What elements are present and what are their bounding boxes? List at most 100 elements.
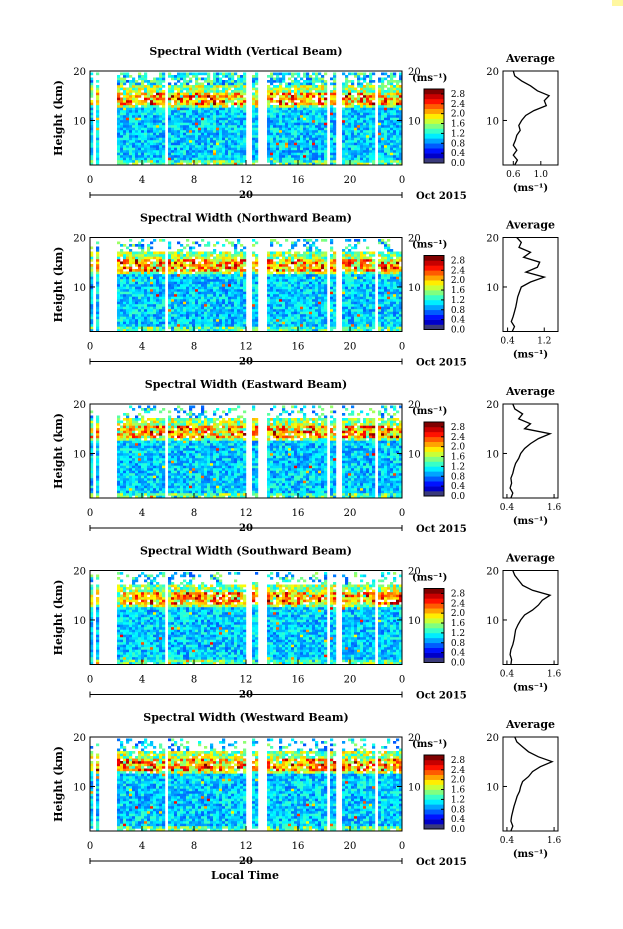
heatmap-cell xyxy=(282,309,286,312)
heatmap-cell xyxy=(234,95,238,98)
heatmap-cell xyxy=(177,311,181,315)
heatmap-cell xyxy=(147,264,151,267)
heatmap-cell xyxy=(300,301,304,305)
heatmap-cell xyxy=(267,294,271,297)
heatmap-cell xyxy=(342,92,346,96)
heatmap-cell xyxy=(123,274,127,277)
heatmap-cell xyxy=(384,145,388,148)
heatmap-cell xyxy=(180,147,184,151)
heatmap-cell xyxy=(126,294,130,297)
heatmap-cell xyxy=(207,306,211,310)
heatmap-cell xyxy=(198,157,202,161)
heatmap-cell xyxy=(216,140,220,143)
heatmap-cell xyxy=(228,95,232,98)
heatmap-cell xyxy=(129,316,133,320)
heatmap-cell xyxy=(306,85,310,88)
heatmap-cell xyxy=(276,142,280,146)
heatmap-cell xyxy=(186,291,190,295)
heatmap-cell xyxy=(252,329,256,332)
heatmap-cell xyxy=(228,115,232,118)
heatmap-cell xyxy=(117,160,121,163)
heatmap-cell xyxy=(276,291,280,295)
heatmap-cell xyxy=(141,157,145,161)
heatmap-cell xyxy=(399,80,403,83)
heatmap-cell xyxy=(318,77,322,81)
heatmap-cell xyxy=(282,120,286,123)
heatmap-cell xyxy=(171,329,175,332)
heatmap-cell xyxy=(150,329,154,332)
heatmap-cell xyxy=(357,162,361,166)
heatmap-cell xyxy=(312,100,316,103)
heatmap-cell xyxy=(123,125,127,128)
heatmap-cell xyxy=(195,279,199,282)
heatmap-cell xyxy=(138,115,142,118)
heatmap-cell xyxy=(303,261,307,265)
heatmap-cell xyxy=(381,160,385,163)
heatmap-cell xyxy=(156,324,160,327)
heatmap-cell xyxy=(255,100,259,103)
heatmap-cell xyxy=(333,110,337,113)
heatmap-cell xyxy=(324,162,328,166)
heatmap-cell xyxy=(171,77,175,81)
heatmap-cell xyxy=(297,254,301,257)
heatmap-cell xyxy=(96,329,100,332)
heatmap-cell xyxy=(228,125,232,128)
heatmap-cell xyxy=(252,152,256,156)
heatmap-cell xyxy=(276,90,280,93)
heatmap-cell xyxy=(153,251,157,255)
heatmap-cell xyxy=(168,102,172,106)
heatmap-cell xyxy=(201,130,205,133)
heatmap-cell xyxy=(183,304,187,307)
heatmap-cell xyxy=(291,316,295,320)
heatmap-cell xyxy=(321,90,325,93)
heatmap-cell xyxy=(303,155,307,158)
heatmap-cell xyxy=(216,281,220,285)
heatmap-cell xyxy=(270,157,274,161)
heatmap-cell xyxy=(192,301,196,305)
heatmap-cell xyxy=(231,105,235,108)
heatmap-cell xyxy=(393,92,397,96)
heatmap-cell xyxy=(195,102,199,106)
heatmap-cell xyxy=(282,306,286,310)
heatmap-cell xyxy=(294,274,298,277)
heatmap-cell xyxy=(348,157,352,161)
heatmap-cell xyxy=(189,301,193,305)
heatmap-cell xyxy=(117,311,121,315)
heatmap-cell xyxy=(342,160,346,163)
heatmap-cell xyxy=(297,316,301,320)
heatmap-cell xyxy=(321,77,325,81)
heatmap-cell xyxy=(210,130,214,133)
heatmap-cell xyxy=(372,112,376,116)
heatmap-cell xyxy=(213,274,217,277)
heatmap-cell xyxy=(141,110,145,113)
heatmap-cell xyxy=(333,117,337,121)
heatmap-cell xyxy=(96,251,100,255)
heatmap-cell xyxy=(342,125,346,128)
heatmap-cell xyxy=(267,130,271,133)
heatmap-cell xyxy=(183,289,187,292)
heatmap-cell xyxy=(270,152,274,156)
heatmap-cell xyxy=(345,90,349,93)
heatmap-cell xyxy=(192,110,196,113)
heatmap-cell xyxy=(360,145,364,148)
heatmap-cell xyxy=(117,75,121,78)
heatmap-cell xyxy=(90,85,94,88)
heatmap-cell xyxy=(153,110,157,113)
heatmap-cell xyxy=(168,135,172,138)
heatmap-cell xyxy=(222,137,226,141)
heatmap-cell xyxy=(369,150,373,153)
heatmap-cell xyxy=(180,249,184,252)
heatmap-cell xyxy=(189,279,193,282)
heatmap-cell xyxy=(228,306,232,310)
heatmap-cell xyxy=(288,309,292,312)
colorbar-segment xyxy=(424,138,444,144)
heatmap-cell xyxy=(117,261,121,265)
heatmap-cell xyxy=(129,249,133,252)
heatmap-cell xyxy=(186,259,190,262)
heatmap-cell xyxy=(270,145,274,148)
heatmap-cell xyxy=(159,294,163,297)
heatmap-cell xyxy=(369,157,373,161)
heatmap-cell xyxy=(195,145,199,148)
heatmap-cell xyxy=(183,269,187,272)
heatmap-cell xyxy=(195,152,199,156)
